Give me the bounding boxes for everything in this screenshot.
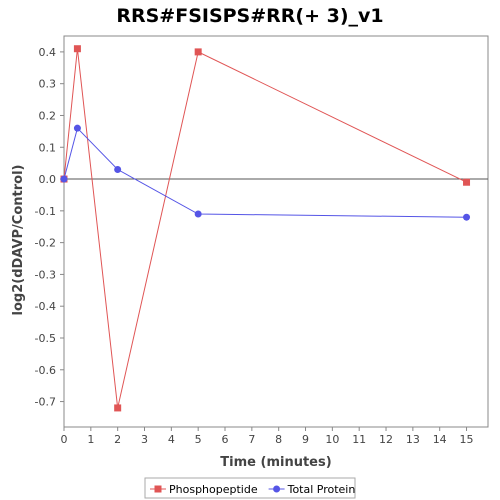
y-tick-label: -0.5 xyxy=(35,332,56,345)
data-point xyxy=(73,45,81,53)
x-tick-label: 8 xyxy=(275,433,282,446)
legend-marker xyxy=(154,485,162,493)
x-tick-label: 4 xyxy=(168,433,175,446)
legend: Phosphopeptide Total Protein xyxy=(144,477,356,499)
x-tick-label: 2 xyxy=(114,433,121,446)
data-point xyxy=(194,48,202,56)
x-tick-label: 3 xyxy=(141,433,148,446)
legend-label: Total Protein xyxy=(287,483,356,496)
data-point xyxy=(194,210,202,218)
legend-box xyxy=(144,477,356,499)
data-point xyxy=(114,166,122,174)
x-tick-label: 0 xyxy=(61,433,68,446)
x-tick-label: 13 xyxy=(406,433,420,446)
x-tick-label: 9 xyxy=(302,433,309,446)
legend-marker xyxy=(273,485,281,493)
x-tick-label: 10 xyxy=(325,433,339,446)
data-point xyxy=(463,178,471,186)
x-tick-label: 11 xyxy=(352,433,366,446)
y-tick-label: -0.4 xyxy=(35,300,56,313)
y-axis-label: log2(dDAVP/Control) xyxy=(11,165,26,316)
y-tick-label: 0.2 xyxy=(39,109,57,122)
y-tick-label: 0.4 xyxy=(39,46,57,59)
data-point xyxy=(60,175,68,183)
data-point xyxy=(73,124,81,132)
y-tick-label: -0.7 xyxy=(35,396,56,409)
series-total-protein xyxy=(60,124,471,221)
x-tick-label: 7 xyxy=(248,433,255,446)
series-layer xyxy=(60,45,471,412)
y-tick-label: 0.1 xyxy=(39,141,57,154)
plot-area xyxy=(63,35,489,428)
x-tick-label: 1 xyxy=(87,433,94,446)
x-tick-label: 12 xyxy=(379,433,393,446)
y-tick-label: -0.2 xyxy=(35,237,56,250)
legend-label: Phosphopeptide xyxy=(169,483,258,496)
x-tick-label: 14 xyxy=(433,433,447,446)
y-tick-label: 0.3 xyxy=(39,78,57,91)
y-tick-label: -0.1 xyxy=(35,205,56,218)
x-tick-label: 15 xyxy=(460,433,474,446)
data-point xyxy=(114,404,122,412)
x-tick-label: 5 xyxy=(195,433,202,446)
y-tick-label: -0.6 xyxy=(35,364,56,377)
x-axis: 0 1 2 3 4 5 6 7 8 9 10 11 12 13 14 15 xyxy=(61,427,474,446)
x-tick-label: 6 xyxy=(222,433,229,446)
x-axis-label: Time (minutes) xyxy=(220,455,331,470)
y-tick-label: -0.3 xyxy=(35,268,56,281)
y-axis: 0.4 0.3 0.2 0.1 0.0 -0.1 -0.2 -0.3 -0.4 -0.5 -0.6 -… xyxy=(35,46,64,409)
data-point xyxy=(463,213,471,221)
y-tick-label: 0.0 xyxy=(39,173,57,186)
chart-title: RRS#FSISPS#RR(+ 3)_v1 xyxy=(116,5,383,27)
